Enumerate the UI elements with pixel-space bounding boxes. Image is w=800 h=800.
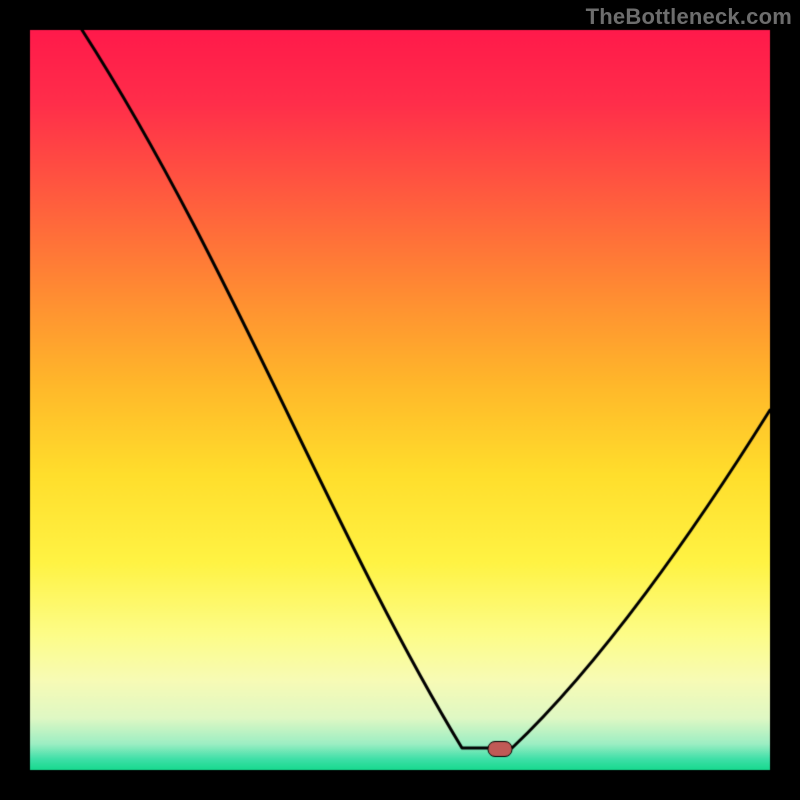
watermark-text: TheBottleneck.com [586, 4, 792, 30]
bottleneck-chart: TheBottleneck.com [0, 0, 800, 800]
chart-canvas [0, 0, 800, 800]
